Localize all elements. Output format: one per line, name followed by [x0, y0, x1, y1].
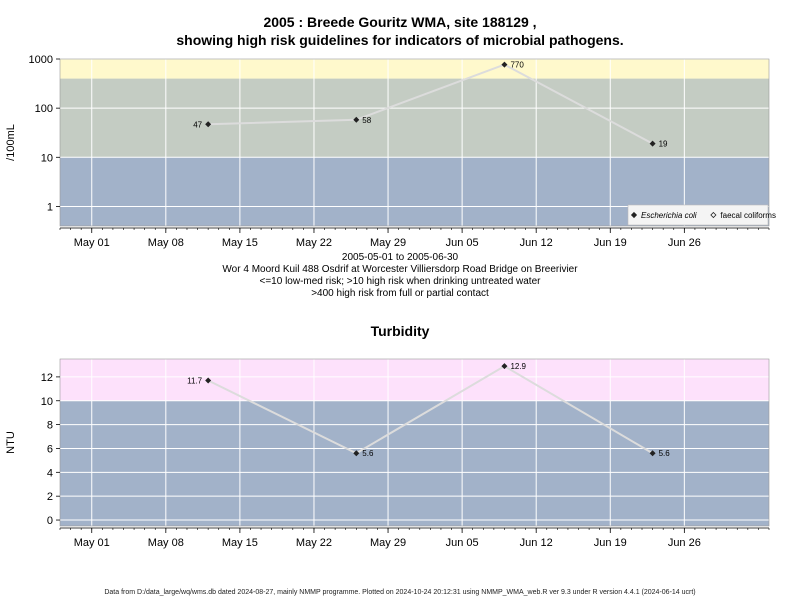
turbidity-y-axis-title: NTU — [5, 431, 17, 454]
ecoli-xtick-label-8: Jun 26 — [668, 237, 701, 249]
ecoli-xtick-label-6: Jun 12 — [520, 237, 553, 249]
ecoli-data-label-3: 19 — [659, 140, 668, 149]
turbidity-data-label-1: 5.6 — [362, 449, 374, 458]
turbidity-data-point-2 — [501, 363, 508, 370]
turbidity-ytick-label-3: 6 — [47, 443, 53, 455]
ecoli-ytick-label-0: 1000 — [29, 54, 53, 66]
legend-box — [627, 204, 769, 226]
chart-title-line2: showing high risk guidelines for indicat… — [176, 32, 624, 48]
ecoli-data-point-0 — [205, 121, 212, 128]
ecoli-xtick-label-7: Jun 19 — [594, 237, 627, 249]
ecoli-xtick-label-0: May 01 — [74, 237, 110, 249]
ecoli-data-point-2 — [501, 61, 508, 68]
ecoli-frame — [59, 58, 770, 227]
turbidity-data-point-1 — [353, 450, 360, 457]
turbidity-xtick-label-3: May 22 — [296, 537, 332, 549]
chart-title-line1: 2005 : Breede Gouritz WMA, site 188129 , — [263, 14, 537, 30]
ecoli-band-2 — [60, 59, 769, 79]
ecoli-xtick-label-5: Jun 05 — [446, 237, 479, 249]
legend-label-0: Escherichia coli — [641, 211, 697, 220]
turbidity-xtick-label-1: May 08 — [148, 537, 184, 549]
site-caption: Wor 4 Moord Kuil 488 Osdrif at Worcester… — [222, 264, 578, 275]
legend-marker-1 — [710, 211, 717, 219]
turbidity-xtick-label-8: Jun 26 — [668, 537, 701, 549]
turbidity-band-0 — [60, 400, 769, 526]
ecoli-data-point-3 — [649, 140, 656, 147]
turbidity-data-label-2: 12.9 — [510, 362, 526, 371]
turbidity-ytick-label-2: 4 — [47, 467, 53, 479]
turbidity-ytick-label-0: 0 — [47, 515, 53, 527]
turbidity-xtick-label-4: May 29 — [370, 537, 406, 549]
ecoli-data-point-1 — [353, 116, 360, 123]
ecoli-ytick-label-2: 10 — [41, 152, 53, 164]
ecoli-series-line-0 — [208, 63, 654, 145]
turbidity-xtick-label-6: Jun 12 — [520, 537, 553, 549]
turbidity-frame — [59, 358, 770, 527]
ecoli-data-label-1: 58 — [362, 116, 371, 125]
turbidity-xtick-label-0: May 01 — [74, 537, 110, 549]
turbidity-ytick-label-5: 10 — [41, 396, 53, 408]
turbidity-title: Turbidity — [370, 323, 430, 339]
guideline-caption-2: >400 high risk from full or partial cont… — [311, 288, 489, 299]
ecoli-xtick-label-3: May 22 — [296, 237, 332, 249]
turbidity-xtick-label-2: May 15 — [222, 537, 258, 549]
ecoli-y-axis-title: /100mL — [5, 124, 17, 161]
turbidity-xtick-label-7: Jun 19 — [594, 537, 627, 549]
turbidity-band-1 — [60, 359, 769, 401]
ecoli-xtick-label-2: May 15 — [222, 237, 258, 249]
ecoli-xtick-label-1: May 08 — [148, 237, 184, 249]
ecoli-ytick-label-3: 1 — [47, 201, 53, 213]
turbidity-ytick-label-6: 12 — [41, 372, 53, 384]
ecoli-ytick-label-1: 100 — [35, 103, 53, 115]
turbidity-ytick-label-1: 2 — [47, 491, 53, 503]
legend-marker-0 — [630, 211, 638, 219]
ecoli-data-label-0: 47 — [193, 120, 202, 129]
turbidity-data-point-0 — [205, 377, 212, 384]
ecoli-data-label-2: 770 — [510, 61, 524, 70]
guideline-caption-1: <=10 low-med risk; >10 high risk when dr… — [259, 276, 541, 287]
ecoli-xtick-label-4: May 29 — [370, 237, 406, 249]
turbidity-series-line-0 — [207, 364, 654, 455]
date-range-caption: 2005-05-01 to 2005-06-30 — [341, 252, 459, 263]
turbidity-data-label-3: 5.6 — [659, 449, 671, 458]
turbidity-xtick-label-5: Jun 05 — [446, 537, 479, 549]
turbidity-data-label-0: 11.7 — [187, 376, 203, 385]
legend-label-1: faecal coliforms — [720, 211, 776, 220]
turbidity-ytick-label-4: 8 — [47, 420, 53, 432]
footer-note: Data from D:/data_large/wq/wms.db dated … — [104, 589, 696, 596]
turbidity-data-point-3 — [649, 450, 656, 457]
